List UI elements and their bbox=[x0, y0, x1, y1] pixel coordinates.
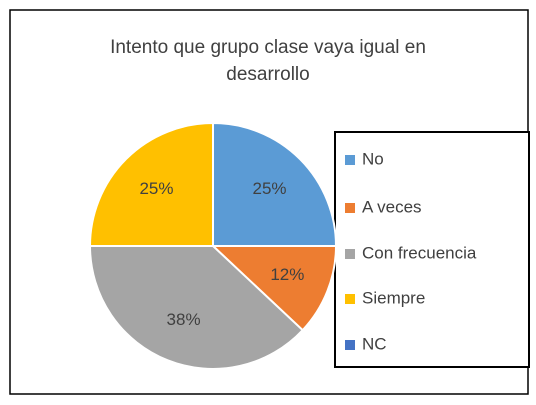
legend-label: Con frecuencia bbox=[362, 243, 477, 262]
legend-swatch bbox=[345, 294, 355, 304]
pie-slice bbox=[210, 245, 338, 332]
legend-box bbox=[334, 131, 530, 368]
legend-label: A veces bbox=[362, 197, 422, 216]
chart-title: Intento que grupo clase vaya igual en de… bbox=[110, 37, 426, 85]
legend-label: NC bbox=[362, 334, 387, 353]
data-label: 38% bbox=[167, 310, 201, 329]
pie-slice bbox=[88, 245, 305, 370]
legend-swatch bbox=[345, 155, 355, 165]
legend-swatch bbox=[345, 203, 355, 213]
legend-label: No bbox=[362, 149, 384, 168]
data-label: 25% bbox=[253, 179, 287, 198]
data-label: 12% bbox=[270, 265, 304, 284]
pie-slice bbox=[212, 121, 338, 247]
data-label: 25% bbox=[139, 179, 173, 198]
legend-swatch bbox=[345, 340, 355, 350]
pie-slice bbox=[88, 121, 214, 247]
legend-label: Siempre bbox=[362, 288, 425, 307]
legend-swatch bbox=[345, 249, 355, 259]
